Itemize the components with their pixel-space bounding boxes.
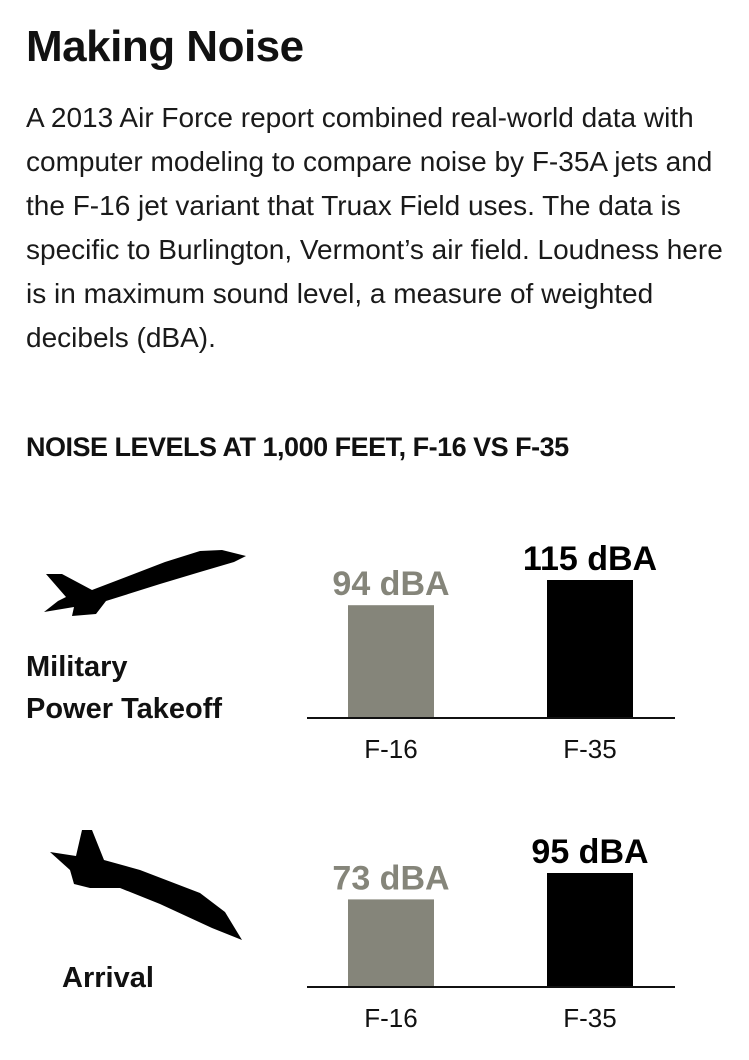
value-label-f-16: 94 dBA xyxy=(332,565,449,603)
bar-f-35 xyxy=(547,580,633,718)
bars-takeoff: 94 dBA F-16 115 dBA F-35 xyxy=(332,540,657,764)
tick-label-f-35: F-35 xyxy=(563,1003,616,1033)
bars-arrival: 73 dBA F-16 95 dBA F-35 xyxy=(332,833,648,1033)
tick-label-f-16: F-16 xyxy=(364,734,417,764)
tick-label-f-16: F-16 xyxy=(364,1003,417,1033)
jet-arrival-icon xyxy=(50,830,242,940)
value-label-f-35: 115 dBA xyxy=(523,540,657,578)
bar-f-16 xyxy=(348,899,434,987)
page-title: Making Noise xyxy=(26,22,304,71)
bar-f-16 xyxy=(348,605,434,718)
bar-f-35 xyxy=(547,873,633,987)
description: A 2013 Air Force report combined real-wo… xyxy=(26,102,723,353)
takeoff-panel: Military Power Takeoff 94 dBA F-16 115 dBA… xyxy=(26,540,675,764)
value-label-f-16: 73 dBA xyxy=(332,859,449,897)
arrival-panel: Arrival 73 dBA F-16 95 dBA F-35 xyxy=(50,830,675,1033)
chart-subheading: NOISE LEVELS AT 1,000 FEET, F-16 VS F-35 xyxy=(26,432,569,462)
tick-label-f-35: F-35 xyxy=(563,734,616,764)
panel-label-arrival: Arrival xyxy=(62,962,154,994)
panel-label-takeoff-line2: Power Takeoff xyxy=(26,693,222,725)
value-label-f-35: 95 dBA xyxy=(531,833,648,871)
panel-label-takeoff-line1: Military xyxy=(26,651,128,683)
jet-takeoff-icon xyxy=(44,550,246,616)
